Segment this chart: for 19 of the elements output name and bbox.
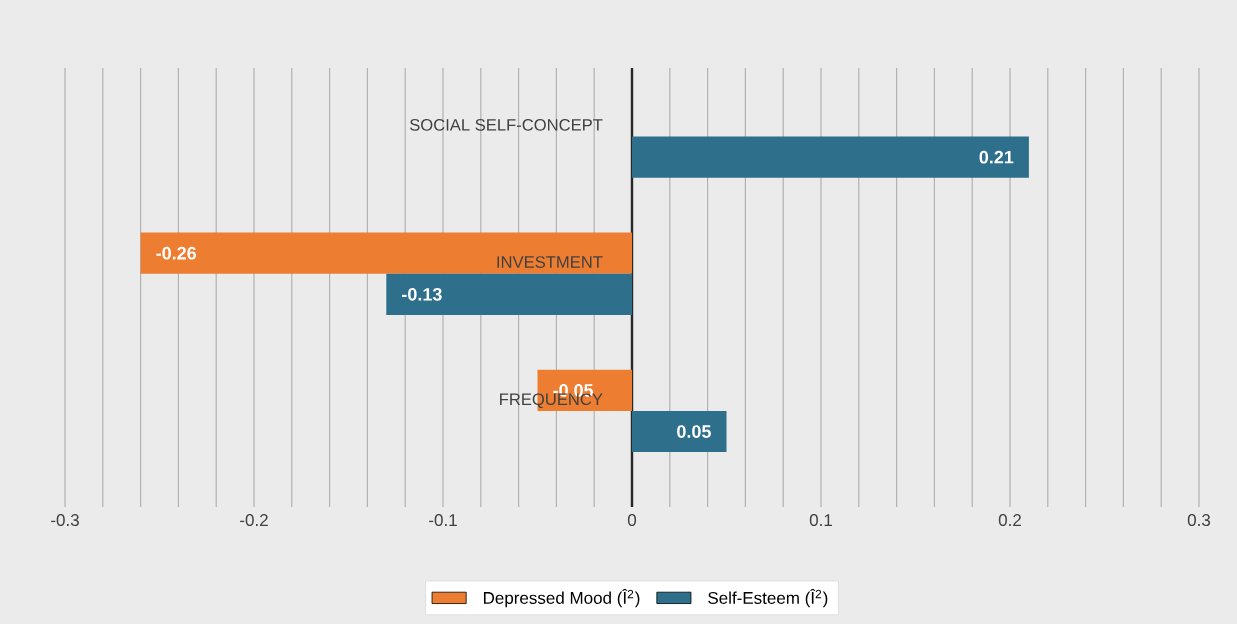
bar	[632, 136, 1029, 178]
bar	[140, 232, 632, 274]
legend-label: Self-Esteem (Î$^{2}$)	[708, 588, 828, 608]
legend-label: Depressed Mood (Î$^{2}$)	[483, 588, 640, 608]
x-tick-label: -0.2	[240, 514, 268, 527]
y-tick-label: SOCIAL SELF-CONCEPT	[409, 119, 603, 131]
x-tick-label: -0.3	[51, 514, 79, 527]
bar	[632, 410, 727, 453]
x-tick-label: 0.3	[1187, 514, 1211, 527]
data-label: 0.21	[979, 150, 1014, 164]
y-tick-label: INVESTMENT	[497, 256, 603, 268]
x-tick-label: 0.1	[809, 514, 832, 527]
bar	[386, 273, 632, 315]
data-label: -0.26	[156, 246, 197, 260]
x-tick-label: -0.1	[429, 514, 457, 527]
x-tick-label: 0	[627, 514, 637, 527]
data-label: 0.05	[677, 425, 711, 438]
data-label: -0.13	[402, 287, 442, 301]
x-tick-label: 0.2	[998, 514, 1021, 527]
